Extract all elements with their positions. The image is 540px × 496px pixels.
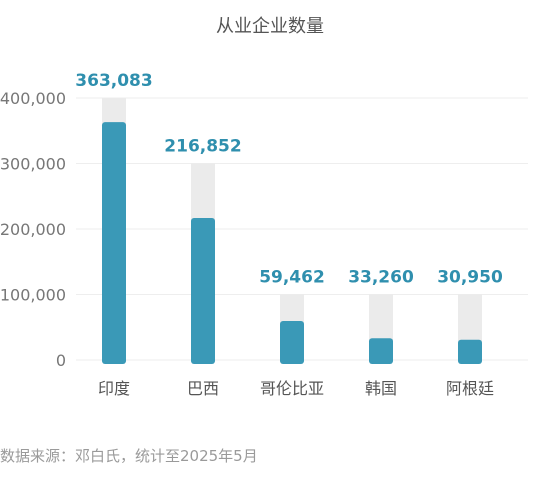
data-label: 216,852 (164, 137, 241, 157)
bar (369, 338, 393, 364)
x-tick-label: 哥伦比亚 (260, 379, 324, 398)
data-label: 363,083 (75, 71, 152, 91)
x-tick-label: 阿根廷 (446, 379, 494, 398)
source-note: 数据来源：邓白氏，统计至2025年5月 (0, 447, 258, 465)
bar (458, 339, 482, 364)
y-tick-label: 0 (56, 351, 66, 370)
y-tick-label: 100,000 (0, 286, 66, 305)
y-tick-label: 200,000 (0, 220, 66, 239)
data-label: 30,950 (437, 268, 503, 288)
y-tick-label: 300,000 (0, 155, 66, 174)
x-tick-label: 韩国 (365, 379, 397, 398)
data-label: 59,462 (259, 268, 325, 288)
y-tick-label: 400,000 (0, 89, 66, 108)
x-tick-label: 印度 (98, 379, 130, 398)
chart-title: 从业企业数量 (216, 16, 324, 37)
bar (102, 122, 126, 364)
data-label: 33,260 (348, 268, 414, 288)
bar (191, 217, 215, 364)
bar (280, 321, 304, 364)
x-tick-label: 巴西 (187, 379, 219, 398)
